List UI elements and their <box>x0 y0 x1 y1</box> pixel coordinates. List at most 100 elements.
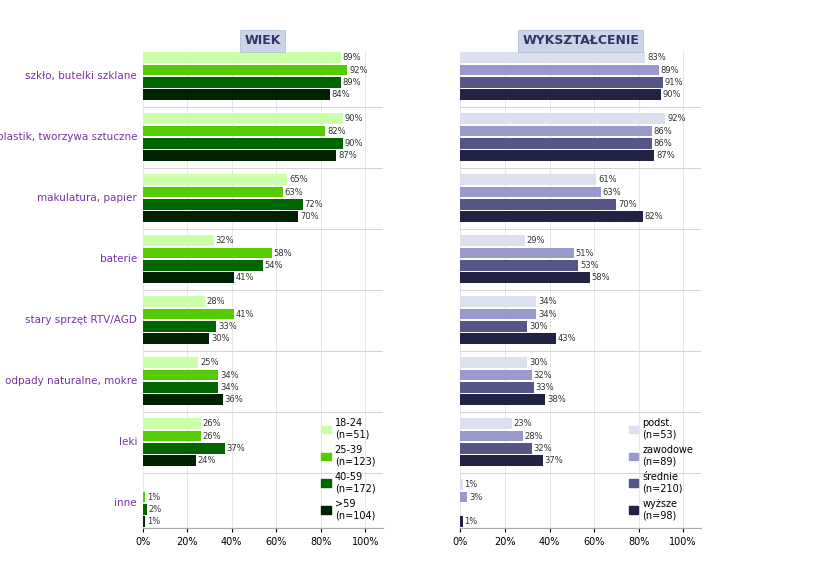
Bar <box>460 126 652 136</box>
Legend: podst.
(n=53), zawodowe
(n=89), średnie
(n=210), wyższe
(n=98): podst. (n=53), zawodowe (n=89), średnie … <box>626 415 696 523</box>
Bar <box>143 174 288 185</box>
Bar <box>460 272 589 283</box>
Text: 38%: 38% <box>547 395 566 404</box>
Text: 87%: 87% <box>656 151 675 160</box>
Text: 34%: 34% <box>220 383 239 392</box>
Bar <box>460 248 574 258</box>
Bar <box>460 77 663 88</box>
Bar <box>460 394 545 405</box>
Text: 33%: 33% <box>218 322 236 331</box>
Bar <box>460 479 463 490</box>
Bar <box>460 333 556 344</box>
Bar <box>143 394 222 405</box>
Text: 1%: 1% <box>147 517 160 526</box>
Text: 26%: 26% <box>202 419 221 428</box>
Bar <box>143 138 343 149</box>
Text: 89%: 89% <box>342 78 361 87</box>
Legend: 18-24
(n=51), 25-39
(n=123), 40-59
(n=172), >59
(n=104): 18-24 (n=51), 25-39 (n=123), 40-59 (n=17… <box>318 415 378 523</box>
Bar <box>143 126 325 136</box>
Text: 3%: 3% <box>469 492 482 502</box>
Text: 32%: 32% <box>534 370 552 379</box>
Text: 32%: 32% <box>534 444 552 453</box>
Text: 83%: 83% <box>647 53 666 62</box>
Title: WYKSZTAŁCENIE: WYKSZTAŁCENIE <box>522 34 639 47</box>
Bar <box>143 321 216 332</box>
Bar <box>143 443 225 454</box>
Bar <box>460 211 643 222</box>
Text: 41%: 41% <box>236 273 254 282</box>
Bar <box>143 456 196 466</box>
Text: 23%: 23% <box>513 419 532 428</box>
Text: 43%: 43% <box>558 334 576 343</box>
Bar <box>143 260 262 271</box>
Bar <box>143 296 205 307</box>
Text: 84%: 84% <box>332 90 350 99</box>
Text: 87%: 87% <box>338 151 357 160</box>
Text: 58%: 58% <box>274 249 292 257</box>
Bar <box>143 211 298 222</box>
Bar <box>143 151 337 161</box>
Text: 90%: 90% <box>345 139 363 148</box>
Bar <box>460 308 536 319</box>
Text: 72%: 72% <box>305 200 324 209</box>
Bar <box>143 418 200 429</box>
Text: 86%: 86% <box>654 127 672 136</box>
Bar <box>143 248 271 258</box>
Text: 29%: 29% <box>526 236 545 245</box>
Text: 65%: 65% <box>289 175 308 184</box>
Bar <box>143 357 198 368</box>
Text: 1%: 1% <box>465 480 478 489</box>
Text: 90%: 90% <box>663 90 681 99</box>
Bar <box>460 296 536 307</box>
Bar <box>143 199 303 210</box>
Bar <box>460 199 616 210</box>
Bar <box>460 418 512 429</box>
Bar <box>143 333 209 344</box>
Text: 92%: 92% <box>667 114 685 123</box>
Text: 24%: 24% <box>198 456 216 465</box>
Bar <box>460 516 463 527</box>
Text: 70%: 70% <box>618 200 637 209</box>
Bar <box>460 138 652 149</box>
Text: 89%: 89% <box>660 65 679 74</box>
Bar <box>460 113 665 124</box>
Bar <box>460 321 527 332</box>
Text: 33%: 33% <box>535 383 554 392</box>
Bar <box>460 370 531 381</box>
Bar <box>143 272 234 283</box>
Text: 54%: 54% <box>265 261 283 270</box>
Text: 63%: 63% <box>284 187 303 197</box>
Text: 82%: 82% <box>645 212 663 221</box>
Bar <box>143 235 214 246</box>
Bar <box>143 186 283 198</box>
Bar <box>143 89 329 100</box>
Text: 32%: 32% <box>216 236 234 245</box>
Text: 61%: 61% <box>598 175 617 184</box>
Bar <box>143 77 341 88</box>
Bar <box>460 357 527 368</box>
Bar <box>143 431 200 441</box>
Text: 30%: 30% <box>529 358 548 367</box>
Bar <box>460 52 645 63</box>
Bar <box>143 504 147 515</box>
Text: 1%: 1% <box>147 492 160 502</box>
Text: 30%: 30% <box>529 322 548 331</box>
Bar <box>460 456 543 466</box>
Text: 34%: 34% <box>538 297 557 306</box>
Bar <box>143 52 341 63</box>
Text: 90%: 90% <box>345 114 363 123</box>
Text: 63%: 63% <box>602 187 621 197</box>
Text: 30%: 30% <box>211 334 230 343</box>
Bar <box>460 174 597 185</box>
Text: 70%: 70% <box>300 212 319 221</box>
Text: 1%: 1% <box>465 517 478 526</box>
Bar <box>460 186 601 198</box>
Text: 92%: 92% <box>349 65 368 74</box>
Bar <box>460 151 654 161</box>
Text: 36%: 36% <box>225 395 244 404</box>
Bar <box>460 65 659 76</box>
Bar <box>460 89 661 100</box>
Bar <box>143 65 347 76</box>
Bar <box>460 431 522 441</box>
Text: 37%: 37% <box>544 456 563 465</box>
